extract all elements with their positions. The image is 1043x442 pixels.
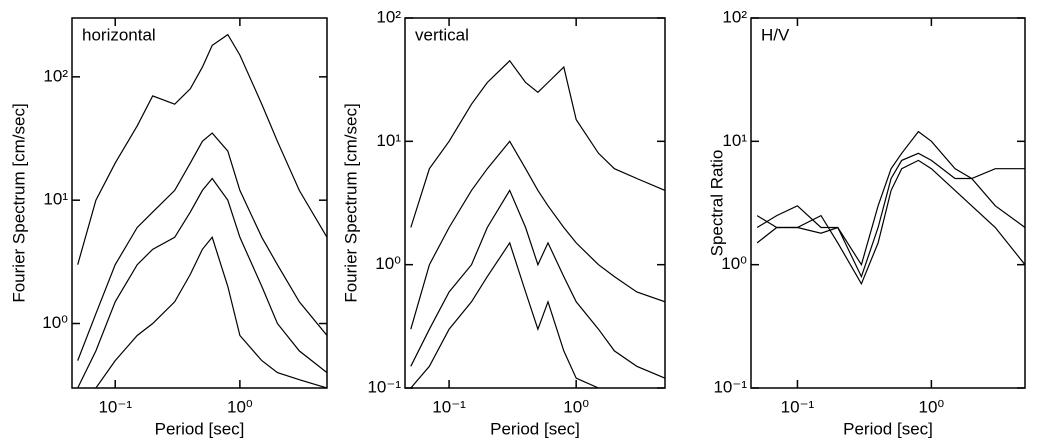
x-axis-label: Period [sec] [155, 419, 245, 438]
y-tick-label: 10² [376, 7, 401, 26]
spectrum-line [410, 59, 665, 228]
spectrum-line [756, 130, 1025, 267]
panel-label: H/V [761, 25, 790, 44]
y-tick-label: 10⁻¹ [713, 377, 747, 396]
panel: 10⁻¹ 10⁰ 10⁻¹ 10⁰ 10¹ 10² vertical Period [sec]… [341, 7, 666, 438]
x-tick-label: 10⁰ [919, 397, 945, 416]
x-axis-label: Period [sec] [490, 419, 580, 438]
panel: 10⁻¹ 10⁰ 10⁻¹ 10⁰ 10¹ 10² H/V Period [sec] Spect… [707, 7, 1026, 438]
spectrum-line [410, 189, 665, 379]
x-tick-label: 10⁻¹ [98, 397, 132, 416]
y-axis-label: Fourier Spectrum [cm/sec] [9, 103, 28, 302]
y-tick-label: 10² [722, 7, 747, 26]
y-tick-label: 10¹ [722, 131, 747, 150]
spectrum-line [410, 241, 599, 388]
spectrum-line [77, 33, 327, 265]
x-tick-label: 10⁻¹ [432, 397, 466, 416]
plot-frame [750, 17, 1026, 389]
y-axis-label: Spectral Ratio [707, 150, 726, 257]
panel: 10⁻¹ 10⁰ 10⁰ 10¹ 10² horizontal Period [sec] Fo… [9, 17, 328, 438]
y-tick-label: 10⁰ [721, 254, 747, 273]
x-axis-label: Period [sec] [843, 419, 933, 438]
y-tick-label: 10⁻¹ [367, 377, 401, 396]
y-tick-label: 10¹ [43, 190, 68, 209]
spectrum-line [756, 159, 1025, 286]
plot-frame [404, 17, 666, 389]
spectrum-line [77, 177, 327, 388]
spectrum-line [95, 236, 327, 388]
x-tick-label: 10⁰ [227, 397, 253, 416]
plot-frame [71, 17, 328, 389]
y-axis-label: Fourier Spectrum [cm/sec] [341, 103, 360, 302]
panel-label: horizontal [82, 25, 156, 44]
y-tick-label: 10⁰ [42, 313, 68, 332]
x-tick-label: 10⁰ [563, 397, 589, 416]
spectrum-line [410, 140, 665, 330]
y-tick-label: 10¹ [376, 131, 401, 150]
y-tick-label: 10² [43, 66, 68, 85]
panel-label: vertical [415, 25, 469, 44]
x-tick-label: 10⁻¹ [781, 397, 815, 416]
spectrum-line [756, 152, 1025, 279]
spectrum-line [77, 132, 327, 361]
y-tick-label: 10⁰ [375, 254, 401, 273]
